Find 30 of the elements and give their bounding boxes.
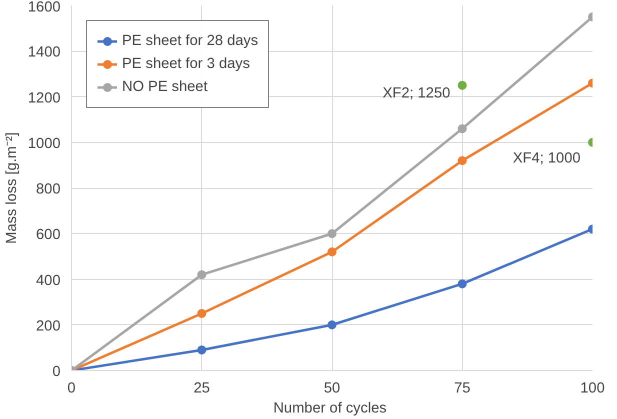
y-tick-label: 200 (36, 318, 61, 334)
y-tick-label: 800 (36, 182, 61, 198)
legend-label: PE sheet for 28 days (122, 33, 258, 49)
y-axis-title: Mass loss [g.m⁻²] (4, 132, 20, 244)
x-tick-label: 0 (67, 380, 76, 396)
point (458, 156, 467, 166)
point (458, 279, 467, 288)
point (197, 345, 206, 354)
annotation: XF4; 1000 (512, 150, 581, 166)
y-tick-label: 1600 (28, 0, 61, 16)
y-tick-label: 600 (36, 227, 61, 244)
y-tick-label: 1000 (28, 136, 61, 152)
legend-label: PE sheet for 3 days (122, 56, 250, 72)
y-tick-label: 1200 (28, 90, 61, 106)
x-tick-label: 50 (324, 380, 340, 396)
point (197, 308, 206, 318)
annotation: XF2; 1250 (382, 85, 450, 102)
y-tick-label: 400 (36, 272, 61, 289)
point (328, 320, 336, 330)
y-tick-label: 0 (52, 364, 61, 380)
point (328, 247, 336, 256)
x-axis-title: Number of cycles (273, 400, 387, 416)
x-tick-label: 100 (580, 380, 605, 396)
point (328, 229, 336, 238)
x-tick-label: 75 (454, 380, 470, 396)
point (197, 270, 206, 280)
legend-label: NO PE sheet (122, 79, 208, 95)
point (458, 124, 467, 134)
x-tick-label: 25 (194, 380, 210, 396)
y-tick-label: 1400 (28, 44, 61, 61)
